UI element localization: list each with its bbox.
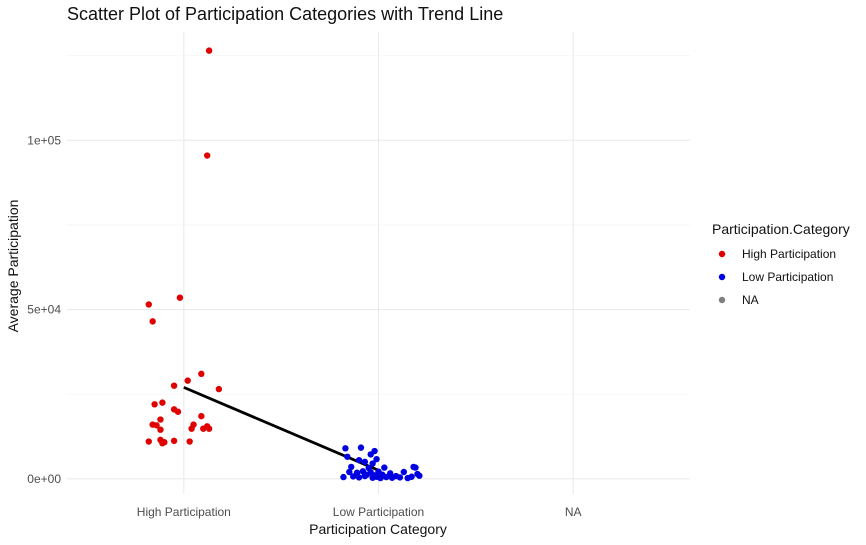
data-point xyxy=(205,47,213,54)
data-point xyxy=(346,468,353,476)
y-axis: 0e+00 5e+04 1e+05 xyxy=(27,133,61,485)
data-point xyxy=(198,370,205,378)
legend-key xyxy=(718,273,726,281)
data-point xyxy=(416,472,423,479)
data-point xyxy=(174,408,182,415)
data-point xyxy=(361,458,369,466)
data-point xyxy=(170,437,178,445)
data-point xyxy=(159,399,166,406)
data-point xyxy=(367,451,374,458)
y-tick-label: 1e+05 xyxy=(27,133,61,147)
data-point xyxy=(373,455,380,463)
data-point xyxy=(355,474,363,481)
chart-title: Scatter Plot of Participation Categories… xyxy=(67,4,503,24)
y-tick-label: 0e+00 xyxy=(27,472,61,486)
data-point xyxy=(348,463,355,471)
data-point xyxy=(371,472,378,479)
data-point xyxy=(151,401,158,408)
data-point xyxy=(198,412,205,420)
data-point xyxy=(355,456,363,464)
data-point xyxy=(408,473,415,480)
data-point xyxy=(186,438,193,445)
grid-lines xyxy=(67,32,690,494)
data-point xyxy=(153,422,160,429)
data-point xyxy=(184,377,191,384)
data-point xyxy=(161,439,168,446)
data-point xyxy=(412,464,419,471)
x-axis: High Participation Low Participation NA xyxy=(137,505,582,519)
data-point xyxy=(176,294,184,301)
data-point xyxy=(342,445,349,452)
data-point xyxy=(203,152,211,159)
x-axis-title: Participation Category xyxy=(309,521,447,537)
y-tick-label: 5e+04 xyxy=(27,303,61,317)
x-tick-label: Low Participation xyxy=(333,505,424,519)
data-point xyxy=(369,460,376,467)
legend-label: High Participation xyxy=(742,247,836,261)
data-point xyxy=(340,473,347,481)
data-point xyxy=(357,444,365,451)
data-point xyxy=(205,425,213,432)
data-point xyxy=(149,318,156,325)
data-points xyxy=(145,47,423,482)
data-point xyxy=(188,425,195,432)
x-tick-label: NA xyxy=(565,505,582,519)
data-point xyxy=(170,382,178,389)
data-point xyxy=(400,468,408,476)
legend-key xyxy=(718,296,726,304)
data-point xyxy=(344,453,351,460)
data-point xyxy=(145,301,152,308)
x-tick-label: High Participation xyxy=(137,505,231,519)
data-point xyxy=(215,385,223,393)
legend-title: Participation.Category xyxy=(712,221,850,237)
legend-label: Low Participation xyxy=(742,270,833,284)
legend-key xyxy=(718,250,726,258)
legend: Participation.Category High Participatio… xyxy=(712,221,850,307)
data-point xyxy=(157,416,164,423)
legend-label: NA xyxy=(742,293,759,307)
data-point xyxy=(381,464,388,471)
data-point xyxy=(363,471,371,478)
y-axis-title: Average Participation xyxy=(5,200,21,333)
data-point xyxy=(157,426,164,433)
data-point xyxy=(379,471,386,478)
data-point xyxy=(145,438,152,445)
data-point xyxy=(349,473,357,480)
data-point xyxy=(396,474,404,481)
